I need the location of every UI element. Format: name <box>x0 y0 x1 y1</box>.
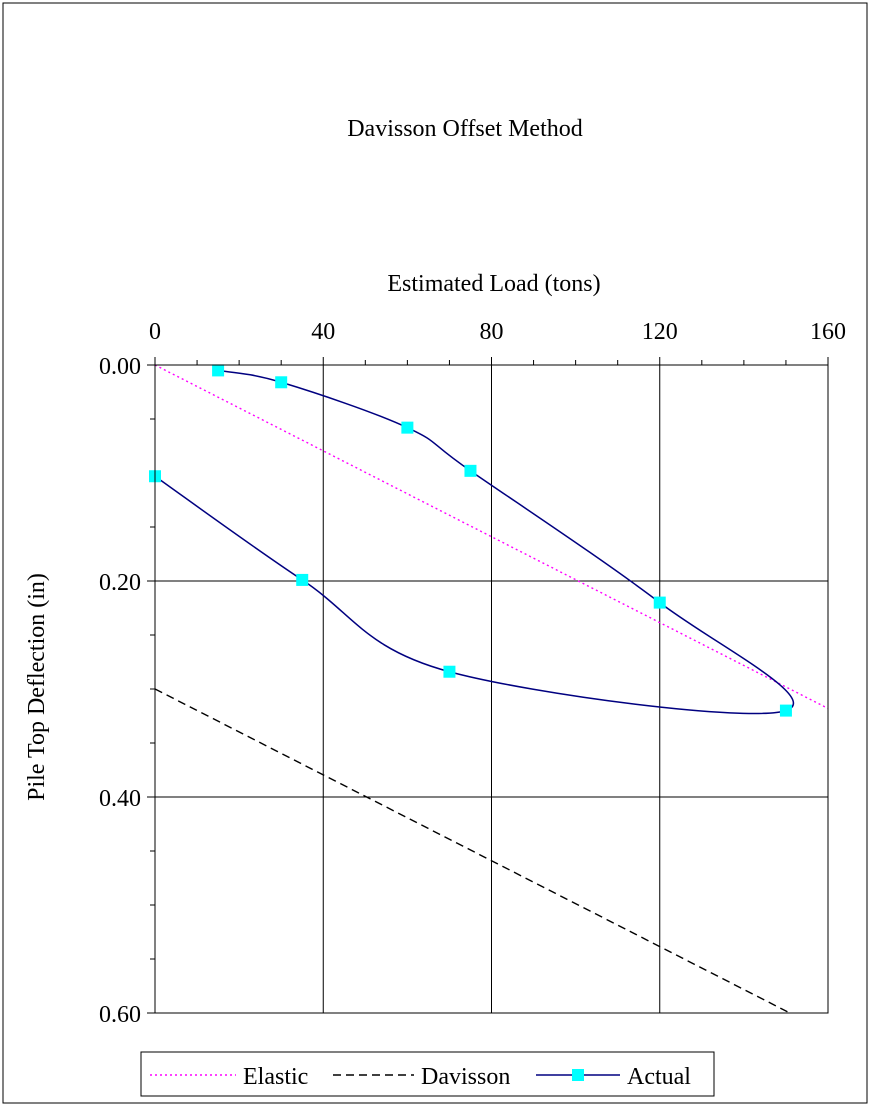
plot-frame <box>154 364 829 1014</box>
data-point-actual <box>779 704 792 717</box>
data-point-actual <box>296 573 309 586</box>
legend-label-elastic: Elastic <box>243 1064 308 1090</box>
x-tick-label: 120 <box>642 319 678 345</box>
y-tick-label: 0.00 <box>99 354 141 380</box>
legend-marker-actual <box>572 1069 584 1081</box>
y-tick-label: 0.60 <box>99 1002 141 1028</box>
x-tick-label: 40 <box>311 319 335 345</box>
series-line-davisson <box>155 688 792 1013</box>
data-point-actual <box>401 421 414 434</box>
legend-box <box>140 1051 715 1097</box>
legend-label-davisson: Davisson <box>421 1064 510 1090</box>
y-tick-label: 0.40 <box>99 786 141 812</box>
chart-title: Davisson Offset Method <box>347 116 583 142</box>
legend: Elastic Davisson Actual <box>140 1051 715 1097</box>
data-point-actual <box>443 665 456 678</box>
data-point-actual <box>464 464 477 477</box>
y-axis-label: Pile Top Deflection (in) <box>24 573 50 801</box>
series-line-actual <box>154 369 795 715</box>
x-tick-label: 160 <box>810 319 846 345</box>
x-tick-label: 0 <box>149 319 161 345</box>
data-point-actual <box>275 376 288 389</box>
x-axis-label: Estimated Load (tons) <box>387 271 600 297</box>
y-tick-label: 0.20 <box>99 570 141 596</box>
plot-area: 0 40 80 120 160 0.00 0.20 0.40 0.60 <box>99 319 846 1028</box>
legend-label-actual: Actual <box>627 1064 691 1090</box>
data-point-actual <box>653 596 666 609</box>
series-line-elastic <box>155 365 829 710</box>
x-tick-label: 80 <box>480 319 504 345</box>
data-point-actual <box>212 364 225 377</box>
